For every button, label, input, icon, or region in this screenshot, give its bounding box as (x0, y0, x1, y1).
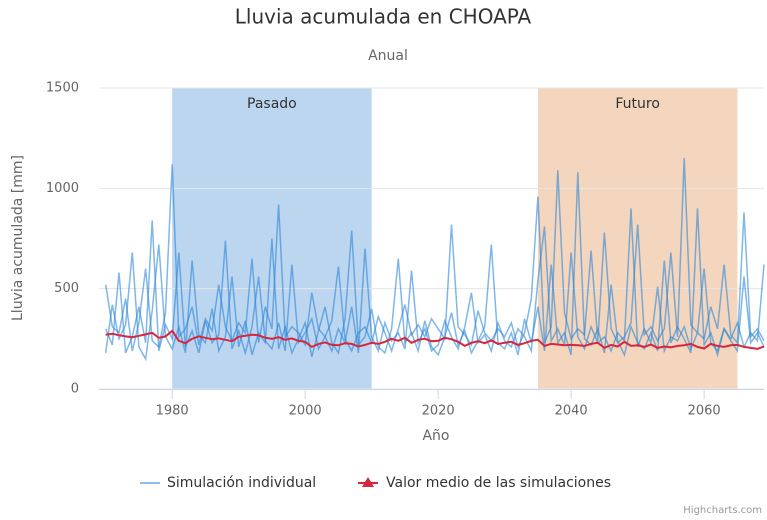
y-tick-label: 1000 (46, 181, 79, 196)
y-tick-label: 1500 (46, 81, 79, 96)
mean-line (105, 329, 765, 350)
x-tick-label: 2040 (555, 404, 588, 419)
legend-label: Simulación individual (167, 475, 316, 491)
x-tick-label: 2060 (688, 404, 721, 419)
x-tick-label: 2000 (289, 404, 322, 419)
x-tick-label: 2020 (422, 404, 455, 419)
plot-band-label: Futuro (615, 96, 660, 112)
legend-marker (362, 477, 374, 487)
y-axis-title: Lluvia acumulada [mm] (10, 155, 26, 321)
x-axis-title: Año (422, 428, 449, 444)
y-tick-label: 0 (71, 382, 79, 397)
credits[interactable]: Highcharts.com (683, 505, 762, 516)
plot-band-label: Pasado (247, 96, 297, 112)
y-tick-label: 500 (54, 281, 79, 296)
x-tick-label: 1980 (156, 404, 189, 419)
legend-label: Valor medio de las simulaciones (386, 475, 611, 491)
simulation-line (104, 158, 765, 354)
simulation-line (104, 172, 765, 362)
chart-subtitle: Anual (368, 48, 408, 64)
chart-title: Lluvia acumulada en CHOAPA (235, 5, 532, 29)
